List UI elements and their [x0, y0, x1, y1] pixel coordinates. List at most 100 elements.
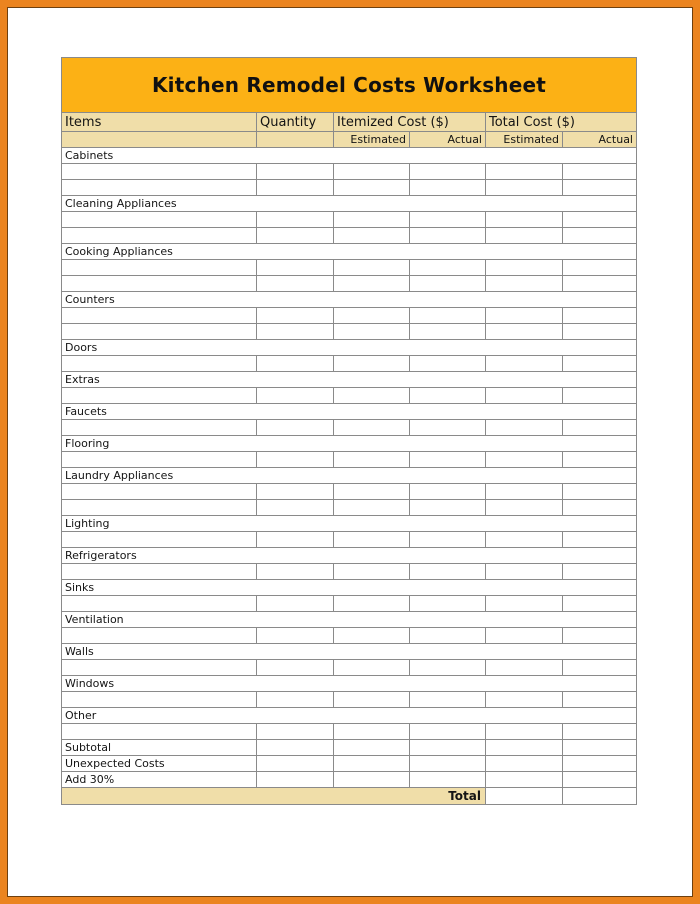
cell-total-actual[interactable] — [562, 451, 637, 468]
cell-itemized-actual[interactable] — [409, 451, 486, 468]
cell-items[interactable] — [61, 227, 257, 244]
cell-itemized-actual[interactable] — [409, 323, 486, 340]
cell-items[interactable] — [61, 595, 257, 612]
cell-itemized-actual[interactable] — [409, 755, 486, 772]
cell-items[interactable] — [61, 307, 257, 324]
cell-quantity[interactable] — [256, 595, 334, 612]
cell-items[interactable] — [61, 419, 257, 436]
cell-total-estimated[interactable] — [485, 275, 563, 292]
cell-quantity[interactable] — [256, 163, 334, 180]
cell-quantity[interactable] — [256, 531, 334, 548]
cell-itemized-actual[interactable] — [409, 179, 486, 196]
cell-itemized-actual[interactable] — [409, 259, 486, 276]
cell-items[interactable] — [61, 387, 257, 404]
cell-itemized-estimated[interactable] — [333, 627, 410, 644]
cell-total-actual[interactable] — [562, 531, 637, 548]
cell-quantity[interactable] — [256, 355, 334, 372]
cell-itemized-actual[interactable] — [409, 211, 486, 228]
cell-itemized-actual[interactable] — [409, 387, 486, 404]
cell-total-estimated[interactable] — [485, 323, 563, 340]
cell-items[interactable] — [61, 499, 257, 516]
cell-total-actual[interactable] — [562, 755, 637, 772]
cell-total-actual[interactable] — [562, 691, 637, 708]
cell-itemized-estimated[interactable] — [333, 275, 410, 292]
cell-total-actual[interactable] — [562, 179, 637, 196]
cell-items[interactable] — [61, 451, 257, 468]
cell-total-estimated[interactable] — [485, 483, 563, 500]
cell-total-actual[interactable] — [562, 163, 637, 180]
cell-total-estimated[interactable] — [485, 179, 563, 196]
cell-total-estimated[interactable] — [485, 355, 563, 372]
cell-itemized-actual[interactable] — [409, 163, 486, 180]
cell-total-estimated[interactable] — [485, 211, 563, 228]
cell-itemized-estimated[interactable] — [333, 563, 410, 580]
cell-itemized-estimated[interactable] — [333, 659, 410, 676]
cell-itemized-actual[interactable] — [409, 483, 486, 500]
cell-total-estimated[interactable] — [485, 787, 563, 805]
cell-total-estimated[interactable] — [485, 739, 563, 756]
cell-total-estimated[interactable] — [485, 451, 563, 468]
cell-items[interactable] — [61, 531, 257, 548]
cell-total-actual[interactable] — [562, 787, 637, 805]
cell-quantity[interactable] — [256, 307, 334, 324]
cell-total-estimated[interactable] — [485, 499, 563, 516]
cell-itemized-actual[interactable] — [409, 659, 486, 676]
cell-items[interactable] — [61, 163, 257, 180]
cell-quantity[interactable] — [256, 275, 334, 292]
cell-itemized-actual[interactable] — [409, 531, 486, 548]
cell-itemized-estimated[interactable] — [333, 211, 410, 228]
cell-itemized-estimated[interactable] — [333, 723, 410, 740]
cell-total-actual[interactable] — [562, 211, 637, 228]
cell-itemized-actual[interactable] — [409, 307, 486, 324]
cell-total-actual[interactable] — [562, 739, 637, 756]
cell-itemized-estimated[interactable] — [333, 451, 410, 468]
cell-quantity[interactable] — [256, 723, 334, 740]
cell-itemized-actual[interactable] — [409, 627, 486, 644]
cell-total-actual[interactable] — [562, 227, 637, 244]
cell-itemized-estimated[interactable] — [333, 483, 410, 500]
cell-itemized-actual[interactable] — [409, 691, 486, 708]
cell-itemized-estimated[interactable] — [333, 355, 410, 372]
cell-items[interactable] — [61, 211, 257, 228]
cell-total-estimated[interactable] — [485, 387, 563, 404]
cell-total-estimated[interactable] — [485, 755, 563, 772]
cell-itemized-actual[interactable] — [409, 739, 486, 756]
cell-quantity[interactable] — [256, 739, 334, 756]
cell-total-actual[interactable] — [562, 275, 637, 292]
cell-itemized-estimated[interactable] — [333, 771, 410, 788]
cell-total-actual[interactable] — [562, 323, 637, 340]
cell-total-actual[interactable] — [562, 771, 637, 788]
cell-total-actual[interactable] — [562, 419, 637, 436]
cell-itemized-estimated[interactable] — [333, 323, 410, 340]
cell-total-estimated[interactable] — [485, 259, 563, 276]
cell-total-estimated[interactable] — [485, 419, 563, 436]
cell-quantity[interactable] — [256, 419, 334, 436]
cell-quantity[interactable] — [256, 771, 334, 788]
cell-total-estimated[interactable] — [485, 691, 563, 708]
cell-total-actual[interactable] — [562, 355, 637, 372]
cell-itemized-actual[interactable] — [409, 227, 486, 244]
cell-itemized-estimated[interactable] — [333, 163, 410, 180]
cell-itemized-estimated[interactable] — [333, 755, 410, 772]
cell-itemized-actual[interactable] — [409, 499, 486, 516]
cell-quantity[interactable] — [256, 563, 334, 580]
cell-items[interactable] — [61, 179, 257, 196]
cell-itemized-estimated[interactable] — [333, 307, 410, 324]
cell-items[interactable] — [61, 691, 257, 708]
cell-quantity[interactable] — [256, 499, 334, 516]
cell-total-estimated[interactable] — [485, 307, 563, 324]
cell-total-actual[interactable] — [562, 595, 637, 612]
cell-itemized-estimated[interactable] — [333, 419, 410, 436]
cell-items[interactable] — [61, 275, 257, 292]
cell-total-actual[interactable] — [562, 659, 637, 676]
cell-total-actual[interactable] — [562, 499, 637, 516]
cell-items[interactable] — [61, 723, 257, 740]
cell-total-estimated[interactable] — [485, 723, 563, 740]
cell-total-actual[interactable] — [562, 307, 637, 324]
cell-total-actual[interactable] — [562, 387, 637, 404]
cell-itemized-actual[interactable] — [409, 723, 486, 740]
cell-total-actual[interactable] — [562, 259, 637, 276]
cell-itemized-estimated[interactable] — [333, 259, 410, 276]
cell-total-estimated[interactable] — [485, 771, 563, 788]
cell-itemized-estimated[interactable] — [333, 691, 410, 708]
